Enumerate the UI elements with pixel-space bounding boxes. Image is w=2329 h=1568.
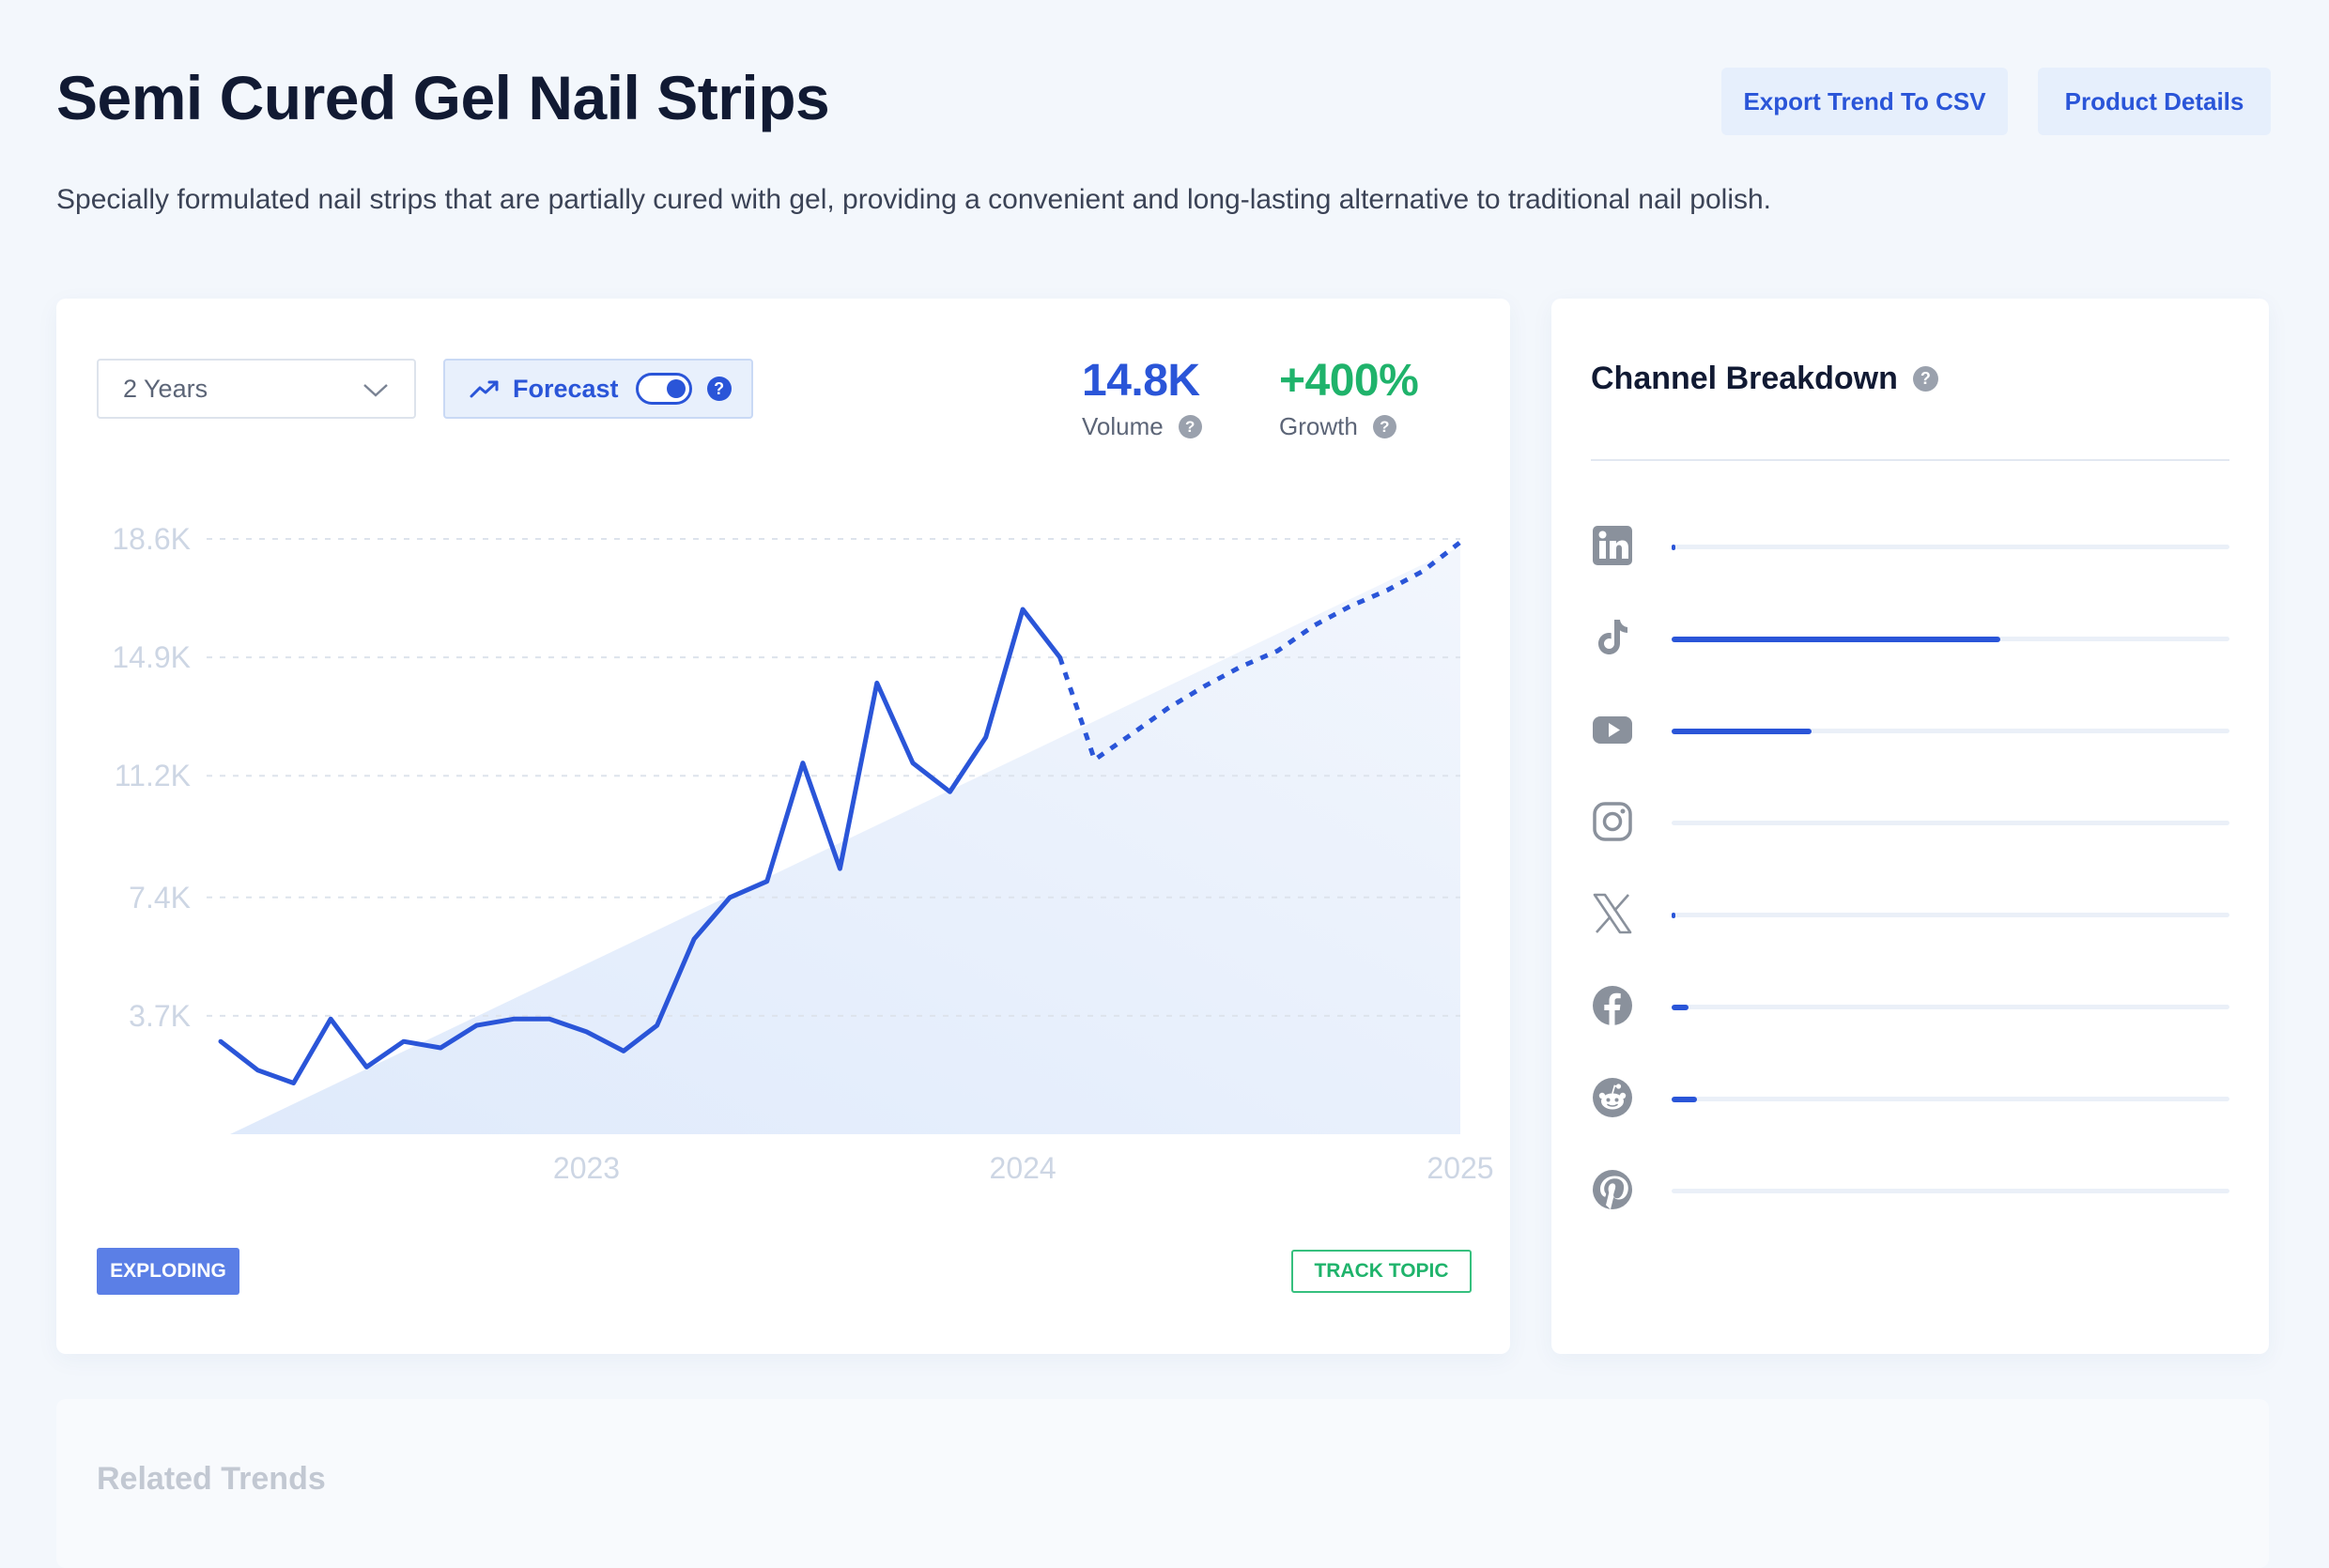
- product-details-button[interactable]: Product Details: [2038, 68, 2271, 135]
- status-badge: EXPLODING: [97, 1248, 239, 1295]
- time-range-value: 2 Years: [123, 374, 208, 403]
- page-title: Semi Cured Gel Nail Strips: [56, 63, 830, 132]
- pinterest-icon: [1593, 1170, 1632, 1209]
- growth-label: Growth: [1279, 412, 1358, 440]
- forecast-toggle[interactable]: [635, 373, 692, 405]
- channel-bar-track: [1672, 1189, 2229, 1193]
- reddit-icon: [1593, 1078, 1632, 1117]
- y-tick-label: 14.9K: [112, 640, 191, 674]
- y-tick-label: 18.6K: [112, 522, 191, 556]
- x-tick-label: 2023: [553, 1151, 620, 1185]
- volume-stat: 14.8K Volume?: [1082, 355, 1202, 441]
- page-description: Specially formulated nail strips that ar…: [56, 184, 1772, 215]
- x-tick-label: 2025: [1427, 1151, 1493, 1185]
- channel-bar-track: [1672, 1004, 2229, 1010]
- channel-bar-fill: [1672, 544, 1675, 550]
- growth-value: +400%: [1279, 356, 1419, 406]
- youtube-icon: [1593, 716, 1632, 744]
- x-icon: [1593, 893, 1632, 934]
- x-tick-label: 2024: [990, 1151, 1057, 1185]
- time-range-select[interactable]: 2 Years: [97, 359, 416, 419]
- linkedin-icon: [1593, 526, 1632, 565]
- channel-bar-fill: [1672, 636, 2001, 642]
- channel-row-tiktok: [1591, 616, 2229, 663]
- channel-bar-track: [1672, 636, 2229, 642]
- channel-bar-track: [1672, 821, 2229, 825]
- channel-bar-track: [1672, 728, 2229, 734]
- track-topic-button[interactable]: TRACK TOPIC: [1291, 1250, 1472, 1293]
- channel-bar-fill: [1672, 1004, 1689, 1010]
- export-csv-button[interactable]: Export Trend To CSV: [1721, 68, 2008, 135]
- channel-row-youtube: [1591, 708, 2229, 755]
- forecast-line: [1057, 540, 1462, 762]
- channel-row-linkedin: [1591, 524, 2229, 571]
- volume-line: [218, 607, 1063, 1085]
- related-trends-section: Related Trends: [56, 1399, 2269, 1568]
- growth-help-icon[interactable]: ?: [1372, 415, 1396, 438]
- channel-help-icon[interactable]: ?: [1912, 366, 1938, 392]
- forecast-toggle-group: Forecast ?: [443, 359, 753, 419]
- y-tick-label: 11.2K: [115, 759, 191, 792]
- facebook-icon: [1593, 986, 1632, 1025]
- toggle-knob: [666, 379, 686, 398]
- channel-bar-track: [1672, 1096, 2229, 1102]
- growth-stat: +400% Growth?: [1279, 355, 1419, 441]
- channel-row-instagram: [1591, 800, 2229, 847]
- volume-help-icon[interactable]: ?: [1178, 415, 1202, 438]
- channel-breakdown-title: Channel Breakdown: [1591, 361, 1898, 396]
- channel-bar-track: [1672, 544, 2229, 550]
- channel-row-facebook: [1591, 984, 2229, 1031]
- channel-bar-fill: [1672, 728, 1812, 734]
- trend-line-chart: 3.7K 7.4K 11.2K 14.9K 18.6K 2023 2024 2025: [112, 522, 1493, 1185]
- channel-bar-fill: [1672, 1096, 1697, 1102]
- chevron-down-icon: [363, 384, 388, 397]
- related-trends-title: Related Trends: [97, 1461, 326, 1497]
- instagram-icon: [1593, 802, 1632, 841]
- tiktok-icon: [1598, 620, 1627, 654]
- channel-row-reddit: [1591, 1076, 2229, 1123]
- y-tick-label: 7.4K: [129, 881, 191, 915]
- volume-label: Volume: [1082, 412, 1164, 440]
- forecast-label: Forecast: [513, 374, 619, 403]
- volume-value: 14.8K: [1082, 356, 1200, 406]
- forecast-help-icon[interactable]: ?: [706, 377, 732, 401]
- channel-breakdown-card: Channel Breakdown ?: [1551, 299, 2269, 1354]
- channel-bar-fill: [1672, 912, 1675, 918]
- channel-row-pinterest: [1591, 1168, 2229, 1215]
- channel-bar-track: [1672, 912, 2229, 918]
- channel-row-x: [1591, 892, 2229, 939]
- divider: [1591, 459, 2229, 461]
- trending-up-icon: [470, 380, 499, 398]
- y-tick-label: 3.7K: [129, 999, 191, 1033]
- trend-chart-card: 2 Years Forecast ? 14.8K Volume? +400% G…: [56, 299, 1510, 1354]
